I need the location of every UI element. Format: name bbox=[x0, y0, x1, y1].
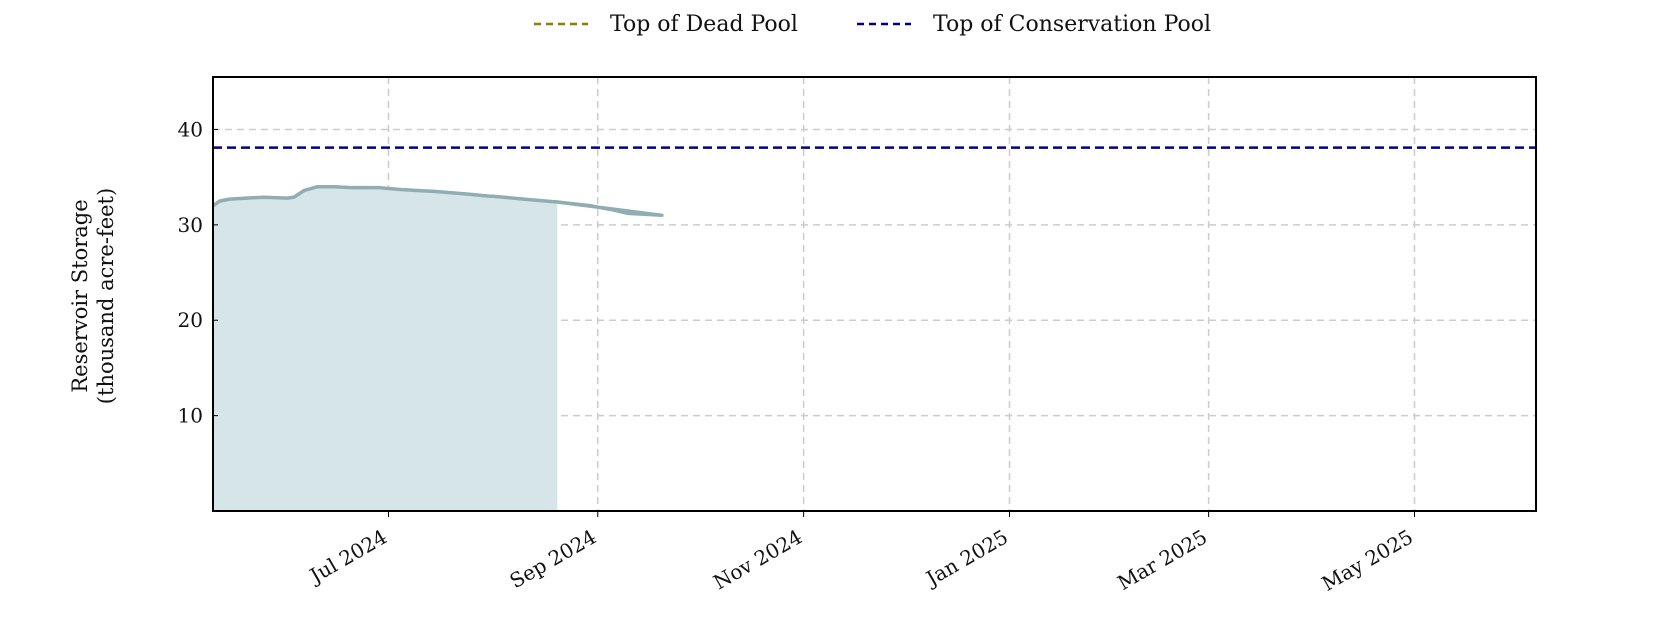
legend-label-dead-pool: Top of Dead Pool bbox=[610, 12, 798, 37]
y-axis-label-line-2: (thousand acre-feet) bbox=[94, 188, 118, 404]
y-tick-label: 30 bbox=[178, 213, 203, 237]
x-tick-label: Jul 2024 bbox=[304, 525, 391, 589]
x-tick-label: Sep 2024 bbox=[505, 525, 600, 594]
y-axis-label: Reservoir Storage (thousand acre-feet) bbox=[68, 188, 118, 404]
y-tick-label: 20 bbox=[178, 308, 203, 332]
storage-series-line bbox=[211, 184, 664, 218]
x-tick-label: May 2025 bbox=[1318, 525, 1417, 596]
area-layer bbox=[211, 184, 664, 511]
plot-frame bbox=[212, 76, 1537, 512]
x-tick-label: Jan 2025 bbox=[920, 525, 1012, 592]
x-tick-label: Mar 2025 bbox=[1113, 525, 1211, 595]
legend: Top of Dead Pool Top of Conservation Poo… bbox=[534, 12, 1211, 37]
x-axis-ticks: Jul 2024 Sep 2024 Nov 2024 Jan 2025 Mar 2025… bbox=[304, 511, 1417, 596]
y-axis-ticks: 10 20 30 40 bbox=[178, 117, 218, 428]
storage-area-fill bbox=[213, 186, 662, 511]
y-tick-label: 10 bbox=[178, 404, 203, 428]
legend-label-conservation-pool: Top of Conservation Pool bbox=[933, 12, 1211, 37]
x-tick-label: Nov 2024 bbox=[709, 525, 806, 595]
y-tick-label: 40 bbox=[178, 117, 203, 141]
y-axis-label-line-1: Reservoir Storage bbox=[68, 199, 92, 392]
